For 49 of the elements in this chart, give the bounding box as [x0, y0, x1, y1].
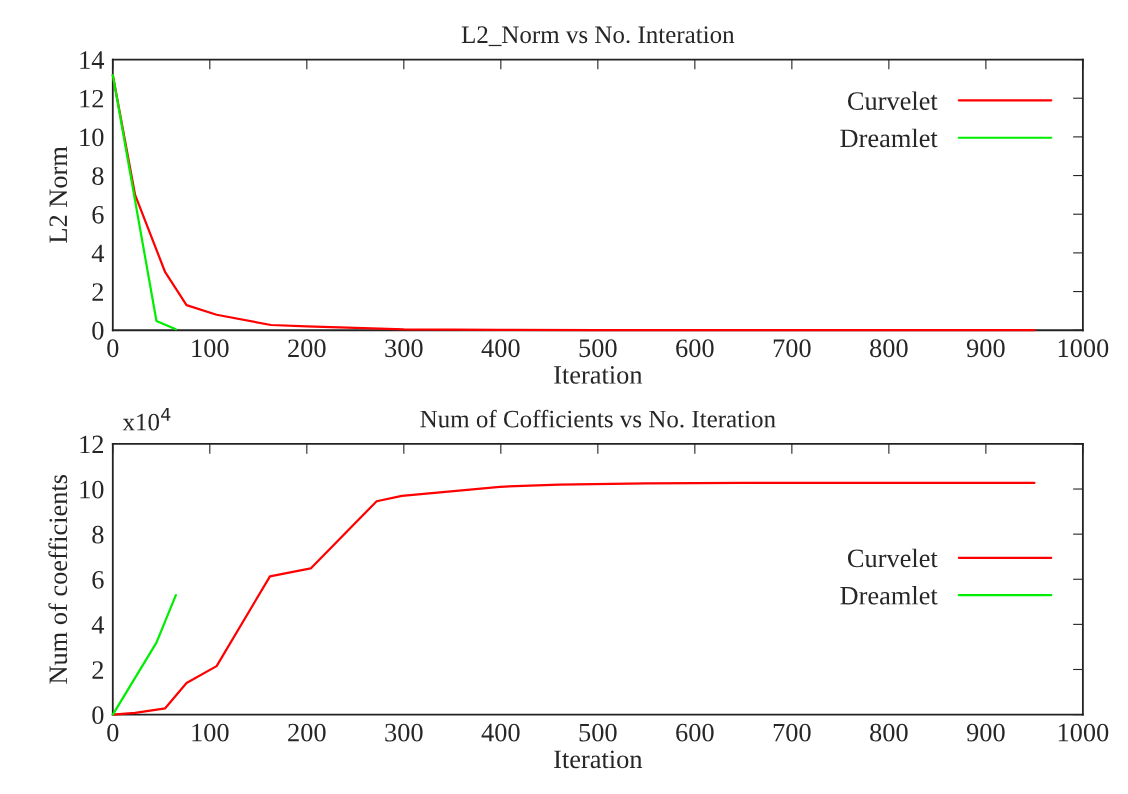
- x-tick-label: 900: [966, 723, 1005, 742]
- text: x10$^{4}$: [122, 407, 171, 431]
- y-tick-label: 0: [92, 321, 104, 340]
- y-tick-label: 4: [91, 616, 105, 634]
- x-axis-title: Iteration: [554, 750, 643, 769]
- x-tick-label: 200: [288, 723, 326, 742]
- y-tick-label: 0: [92, 706, 104, 725]
- legend-label: Dreamlet: [840, 128, 938, 148]
- x-tick-label: 0: [107, 723, 119, 742]
- y-tick-label: 6: [92, 570, 104, 589]
- x-tick-label: 1000: [1058, 339, 1109, 358]
- x-tick-label: 800: [870, 339, 908, 358]
- y-tick-label: 10: [80, 128, 104, 147]
- x-tick-label: 200: [288, 339, 326, 358]
- y-tick-label: 2: [92, 661, 104, 679]
- x-axis-title: Iteration: [554, 366, 643, 384]
- y-axis-title: L2 Norm: [49, 146, 68, 243]
- y-axis-title: Num of coefficients: [48, 474, 68, 684]
- x-tick-label: 500: [579, 723, 617, 742]
- y-tick-label: 6: [92, 205, 104, 224]
- x-tick-label: 700: [773, 339, 811, 358]
- y-tick-label: 8: [92, 167, 104, 185]
- x-tick-label: 600: [676, 723, 714, 742]
- y-tick-label: 12: [80, 89, 104, 108]
- legend-label: Curvelet: [847, 548, 938, 568]
- x-tick-label: 300: [385, 339, 423, 358]
- x-tick-label: 400: [481, 723, 520, 742]
- x-tick-label: 0: [107, 339, 119, 358]
- x-tick-label: 1000: [1058, 723, 1109, 742]
- x-tick-label: 500: [579, 339, 617, 358]
- x-tick-label: 100: [192, 339, 229, 358]
- y-tick-label: 4: [91, 244, 105, 263]
- x-tick-label: 100: [192, 723, 229, 742]
- y-tick-label: 8: [92, 525, 104, 544]
- y-tick-label: 2: [92, 283, 104, 301]
- y-tick-label: 10: [80, 480, 104, 499]
- x-tick-label: 700: [773, 723, 811, 742]
- x-tick-label: 900: [966, 339, 1005, 358]
- chart-title: L2_Norm vs No. Interation: [461, 26, 735, 47]
- chart-title: Num of Cofficients vs No. Iteration: [420, 409, 776, 428]
- y-tick-label: 14: [80, 51, 105, 69]
- x-tick-label: 600: [676, 339, 714, 358]
- legend-label: Dreamlet: [840, 586, 938, 605]
- line-series: [111, 481, 1036, 716]
- y-tick-label: 12: [80, 435, 104, 454]
- x-tick-label: 300: [385, 723, 423, 742]
- x-tick-label: 800: [870, 723, 908, 742]
- x-tick-label: 400: [481, 339, 520, 358]
- legend-label: Curvelet: [847, 91, 938, 110]
